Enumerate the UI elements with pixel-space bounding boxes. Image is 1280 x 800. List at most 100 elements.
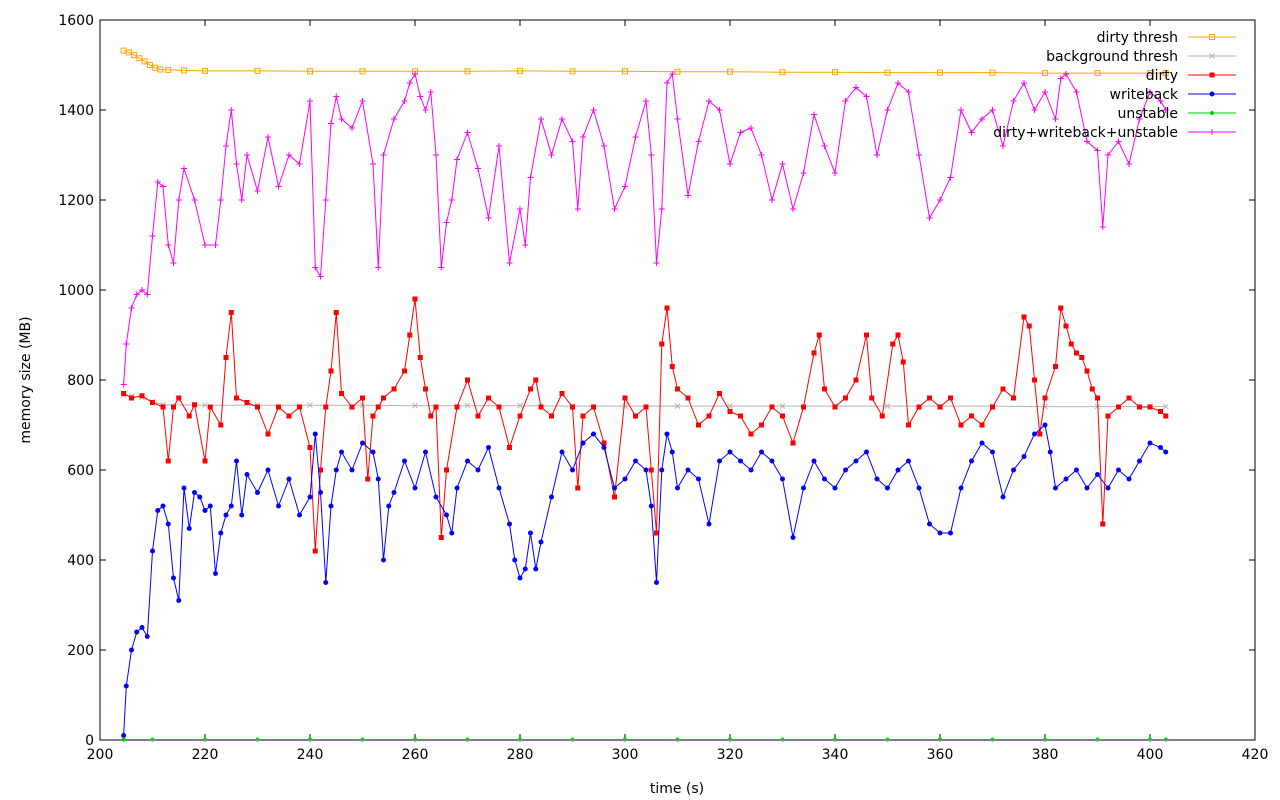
data-point [1053,485,1058,491]
data-point [401,98,408,104]
data-point [207,503,213,509]
data-point [223,355,229,360]
data-point [244,472,250,477]
data-point [370,161,376,167]
data-point [1089,386,1095,392]
series-0 [120,47,1169,77]
data-point [144,291,151,298]
data-point [422,107,429,113]
data-point [759,422,764,428]
data-point [186,526,192,531]
data-point [186,413,192,419]
data-point [538,116,544,122]
data-point [171,404,176,410]
x-tick-label: 280 [507,747,534,763]
data-point [197,494,203,500]
data-point [1000,386,1006,392]
data-point [968,129,975,136]
data-point [391,386,397,392]
data-point [1116,404,1121,410]
data-point [254,67,261,74]
legend-marker [1209,129,1215,135]
data-point [333,310,339,315]
data-point [265,431,271,437]
data-point [916,404,922,410]
data-point [717,391,722,396]
data-point [780,413,785,419]
data-point [165,66,172,73]
data-point [150,548,155,554]
data-point [333,93,340,100]
data-point [659,467,665,473]
data-point [412,402,418,409]
data-point [485,215,492,221]
data-point [811,350,817,356]
data-point [349,125,355,131]
data-point [811,111,817,118]
data-point [654,580,659,585]
data-point [265,467,271,473]
data-point [979,440,985,446]
legend-label: dirty thresh [1097,30,1178,46]
data-point [685,395,691,401]
data-point [900,359,906,365]
data-point [423,449,428,455]
data-point [790,440,796,446]
data-point [134,629,140,635]
data-point [685,192,691,199]
data-point [333,467,339,473]
data-point [234,458,239,464]
data-point [1095,395,1100,401]
data-point [317,273,324,280]
data-point [779,69,786,76]
data-point [328,120,334,127]
data-point [375,404,381,410]
data-point [496,485,502,491]
data-point [192,490,197,495]
data-point [1042,70,1048,77]
data-point [465,377,470,383]
data-point [669,364,675,369]
data-point [139,287,145,293]
data-point [223,143,229,149]
data-point [601,440,607,446]
data-point [359,68,366,75]
data-point [979,422,985,428]
data-point [990,737,995,742]
data-point [937,404,943,410]
data-point [706,521,712,527]
data-point [323,580,329,585]
data-point [496,143,502,149]
data-point [444,467,449,473]
legend-marker [1209,91,1215,97]
data-point [622,395,628,401]
data-point [685,467,691,473]
data-point [1011,467,1016,473]
data-point [527,174,534,181]
data-point [1032,431,1037,437]
data-point [438,264,445,271]
data-point [296,161,303,167]
data-point [1043,737,1047,742]
data-point [800,170,807,176]
data-point [1068,341,1074,347]
data-point [1084,138,1090,145]
data-point [906,422,911,428]
data-point [121,391,127,396]
data-point [507,445,512,450]
data-point [748,125,754,131]
data-point [286,413,292,419]
data-point [874,152,880,158]
data-point [1094,147,1101,154]
legend-label: dirty+writeback+unstable [993,125,1178,141]
y-tick-label: 1400 [58,103,94,119]
data-point [160,503,166,509]
data-point [716,107,723,113]
data-point [648,503,654,509]
data-point [449,530,455,536]
data-point [989,107,996,113]
data-point [885,485,890,491]
data-point [308,737,312,742]
data-point [202,67,208,74]
data-point [853,377,859,383]
